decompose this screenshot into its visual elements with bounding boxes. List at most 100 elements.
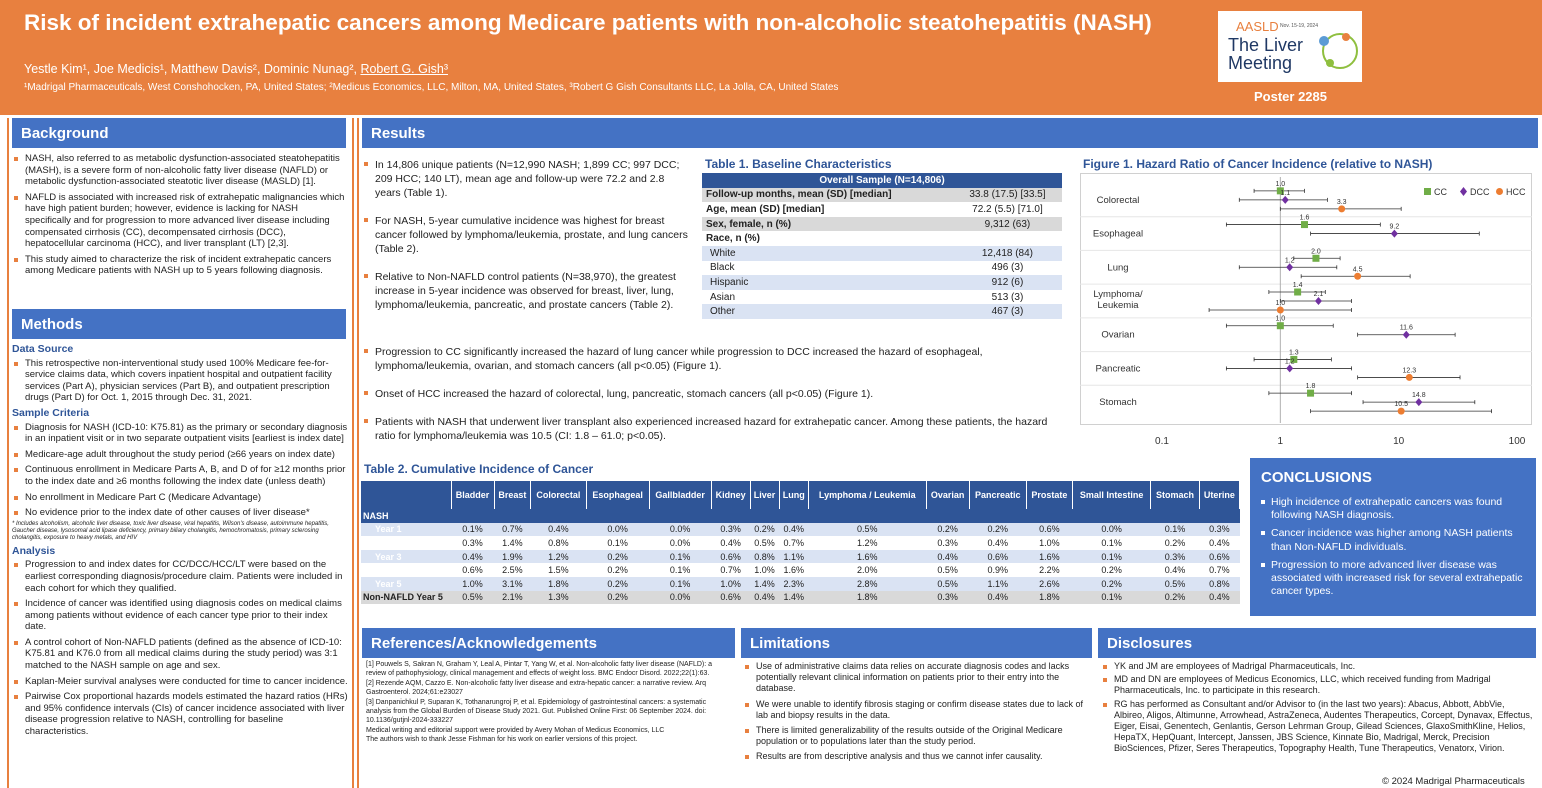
table-cell: 1.4%: [494, 536, 531, 550]
list-item: A control cohort of Non-NAFLD patients (…: [12, 637, 348, 672]
legend-label: HCC: [1506, 187, 1526, 197]
table-cell: 0.1%: [1072, 536, 1151, 550]
table-cell: 0.5%: [926, 576, 970, 591]
point-marker-dcc: [1286, 364, 1294, 373]
table-cell: 1.8%: [808, 590, 927, 605]
column-header: Uterine: [1199, 481, 1241, 509]
point-marker-cc: [1276, 322, 1284, 330]
incidence-table: Bladder Breast Colorectal Esophageal Gallbla…: [361, 481, 1241, 605]
results-text: In 14,806 unique patients (N=12,990 NASH…: [362, 158, 692, 326]
table-cell: 1.0%: [750, 563, 779, 577]
table-cell: 1.6%: [779, 563, 809, 577]
list-item: Continuous enrollment in Medicare Parts …: [12, 464, 348, 487]
table-cell: 2.8%: [808, 576, 927, 591]
table-cell: 1.6%: [1026, 549, 1073, 564]
table-cell: 0.1%: [1072, 549, 1151, 564]
subheading-data-source: Data Source: [12, 343, 74, 355]
table-cell: 0.4%: [1199, 536, 1240, 550]
point-marker-dcc: [1314, 297, 1322, 305]
list-item: No enrollment in Medicare Part C (Medica…: [12, 492, 348, 504]
table-cell: 0.4%: [750, 590, 779, 605]
data-label: 1.4: [1293, 282, 1303, 289]
list-item: Diagnosis for NASH (ICD-10: K75.81) as t…: [12, 422, 348, 445]
acknowledgement: Medical writing and editorial support we…: [366, 727, 665, 735]
x-tick-label: 100: [1509, 436, 1526, 447]
list-item: There is limited generalizability of the…: [743, 725, 1091, 747]
table-cell: 2.0%: [808, 563, 927, 577]
list-item: High incidence of extrahepatic cancers w…: [1250, 496, 1536, 522]
table-cell: 0.2%: [1072, 563, 1151, 577]
list-item: Pairwise Cox proportional hazards models…: [12, 691, 348, 737]
table2-title: Table 2. Cumulative Incidence of Cancer: [364, 462, 594, 476]
column-header: Pancreatic: [969, 481, 1027, 509]
category-label: Stomach: [1099, 397, 1137, 408]
list-item: Progression to more advanced liver disea…: [1250, 559, 1536, 599]
logo-name: The Liver Meeting: [1228, 35, 1304, 73]
section-header-results: Results: [362, 118, 1538, 148]
data-label: 1.3: [1289, 349, 1299, 356]
conclusions-heading: CONCLUSIONS: [1261, 469, 1372, 486]
row-label: Year 4: [361, 563, 451, 577]
x-tick-label: 10: [1393, 436, 1405, 447]
logo-dates: Nov. 15-19, 2024: [1280, 23, 1318, 29]
table-cell: 0.4%: [711, 536, 751, 550]
disclosures-text: YK and JM are employees of Madrigal Phar…: [1101, 661, 1537, 759]
data-label: 9.2: [1390, 224, 1400, 231]
list-item: This retrospective non-interventional st…: [12, 358, 348, 404]
affiliations: ¹Madrigal Pharmaceuticals, West Conshoho…: [24, 82, 839, 93]
table-cell: 1.1%: [779, 549, 809, 564]
legend-label: DCC: [1470, 187, 1490, 197]
list-item: Medicare-age adult throughout the study …: [12, 449, 348, 461]
footnote: * Includes alcoholism, alcoholic liver d…: [12, 520, 329, 541]
row-label: Year 5: [361, 576, 451, 591]
list-item: Onset of HCC increased the hazard of col…: [362, 387, 1067, 401]
poster-title: Risk of incident extrahepatic cancers am…: [24, 10, 1152, 35]
table-cell: 0.0%: [1072, 522, 1151, 537]
forest-plot: Colorectal Esophageal Lung Lymphoma/Leukemi…: [1080, 173, 1532, 447]
point-marker-cc: [1307, 389, 1315, 397]
point-marker-hcc: [1354, 272, 1362, 280]
list-item: We were unable to identify fibrosis stag…: [743, 699, 1091, 721]
table-cell: 0.6%: [451, 563, 495, 577]
data-label: 1.2: [1285, 358, 1295, 365]
table-cell: 0.4%: [779, 522, 809, 537]
column-header: Stomach: [1150, 481, 1200, 509]
data-label: 1.6: [1300, 215, 1310, 222]
table-cell: Asian: [710, 291, 736, 303]
table-cell: 1.0%: [1026, 536, 1073, 550]
list-item: In 14,806 unique patients (N=12,990 NASH…: [362, 158, 692, 200]
list-item: Incidence of cancer was identified using…: [12, 598, 348, 633]
table-cell: 0.7%: [1199, 563, 1240, 577]
column-header: Gallbladder: [649, 481, 712, 509]
table-cell: 1.1%: [969, 576, 1027, 591]
poster-number: Poster 2285: [1254, 89, 1327, 104]
table-cell: 1.9%: [494, 549, 531, 564]
table-cell: 2.1%: [494, 590, 531, 605]
table-row: Year 1 0.1% 0.7% 0.4% 0.0% 0.0% 0.3% 0.2% 0.4% 0.…: [361, 522, 1240, 537]
table-cell: 0.1%: [1150, 522, 1200, 537]
table-cell: 0.6%: [1199, 549, 1240, 564]
list-item: Progression to and index dates for CC/DC…: [12, 559, 348, 594]
point-marker-dcc: [1390, 229, 1398, 238]
x-tick-label: 1: [1278, 436, 1284, 447]
legend-marker: [1424, 188, 1431, 195]
table-cell: 1.2%: [530, 549, 587, 564]
column-header: Breast: [494, 481, 532, 509]
section-header-limitations: Limitations: [741, 628, 1092, 658]
point-marker-cc: [1312, 254, 1320, 262]
table-cell: 0.8%: [530, 536, 587, 550]
data-label: 2.0: [1311, 248, 1321, 255]
logo-org: AASLD: [1236, 19, 1279, 34]
column-header: Lung: [779, 481, 809, 509]
table-cell: 0.2%: [586, 549, 650, 564]
list-item: NAFLD is associated with increased risk …: [12, 192, 346, 250]
list-item: No evidence prior to the index date of o…: [12, 507, 348, 519]
table-cell: 0.5%: [451, 590, 495, 605]
table-cell: 467 (3): [991, 306, 1024, 318]
category-label: Colorectal: [1097, 195, 1140, 206]
table-cell: Age, mean (SD) [median]: [706, 203, 825, 215]
table-cell: 1.4%: [779, 590, 809, 605]
point-marker-hcc: [1397, 407, 1405, 415]
column-header-blank: [361, 481, 452, 509]
table-cell: 496 (3): [991, 262, 1024, 274]
